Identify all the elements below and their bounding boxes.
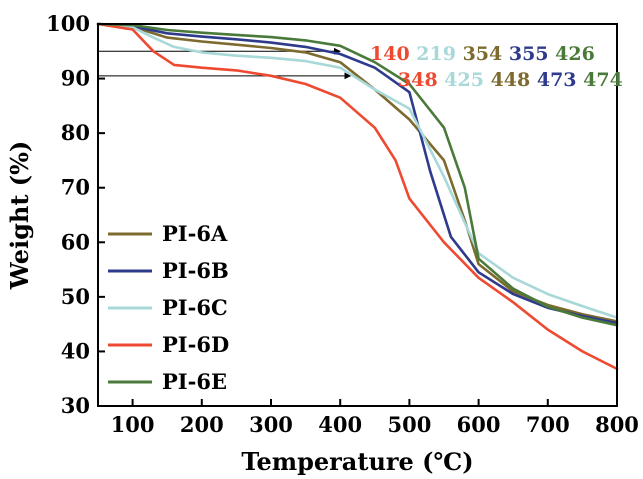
x-tick-label: 800 (595, 412, 639, 437)
annotations: 140 219 354 355 426 348 425 448 473 474 (370, 43, 623, 91)
series-line-pi-6c (96, 22, 619, 319)
legend-label: PI-6A (162, 221, 228, 246)
annotation-value: 426 (549, 43, 595, 65)
y-tick-label: 40 (61, 338, 90, 363)
y-axis-title: Weight (%) (5, 141, 34, 291)
x-tick-label: 300 (249, 412, 293, 437)
legend-label: PI-6B (162, 258, 229, 283)
annotation-value: 354 (456, 43, 502, 65)
annotation-value: 355 (502, 43, 548, 65)
y-tick-label: 30 (61, 393, 90, 418)
annotation-row: 140 219 354 355 426 (370, 43, 595, 65)
annotation-value: 473 (530, 69, 576, 91)
series-line-pi-6e (96, 22, 619, 327)
legend: PI-6A PI-6B PI-6C PI-6D PI-6E (108, 221, 229, 394)
y-tick-label: 50 (61, 284, 90, 309)
x-tick-label: 600 (457, 412, 501, 437)
x-tick-label: 200 (180, 412, 224, 437)
axis-ticks: 100 200 300 400 500 600 700 800 30 40 50 60 70 80 90 10… (46, 11, 639, 437)
plot-frame (97, 23, 618, 407)
annotation-value: 474 (577, 69, 623, 91)
series-line-pi-6b (96, 22, 619, 325)
y-tick-label: 100 (46, 11, 90, 36)
annotation-row: 348 425 448 473 474 (398, 69, 623, 91)
annotation-value: 219 (410, 43, 456, 65)
x-tick-label: 100 (111, 412, 155, 437)
x-tick-label: 500 (387, 412, 431, 437)
legend-label: PI-6E (162, 369, 227, 394)
y-tick-label: 80 (61, 120, 90, 145)
x-tick-label: 400 (318, 412, 362, 437)
annotation-value: 140 (370, 43, 410, 65)
series-lines (96, 22, 619, 371)
annotation-value: 348 (398, 69, 438, 91)
annotation-value: 448 (484, 69, 530, 91)
y-tick-label: 60 (61, 229, 90, 254)
series-line-pi-6d (96, 22, 619, 371)
y-tick-label: 90 (61, 66, 90, 91)
y-tick-label: 70 (61, 175, 90, 200)
x-tick-label: 700 (526, 412, 570, 437)
legend-label: PI-6C (162, 295, 228, 320)
annotation-value: 425 (438, 69, 484, 91)
x-axis-title: Temperature (℃) (241, 447, 473, 476)
legend-label: PI-6D (162, 332, 229, 357)
